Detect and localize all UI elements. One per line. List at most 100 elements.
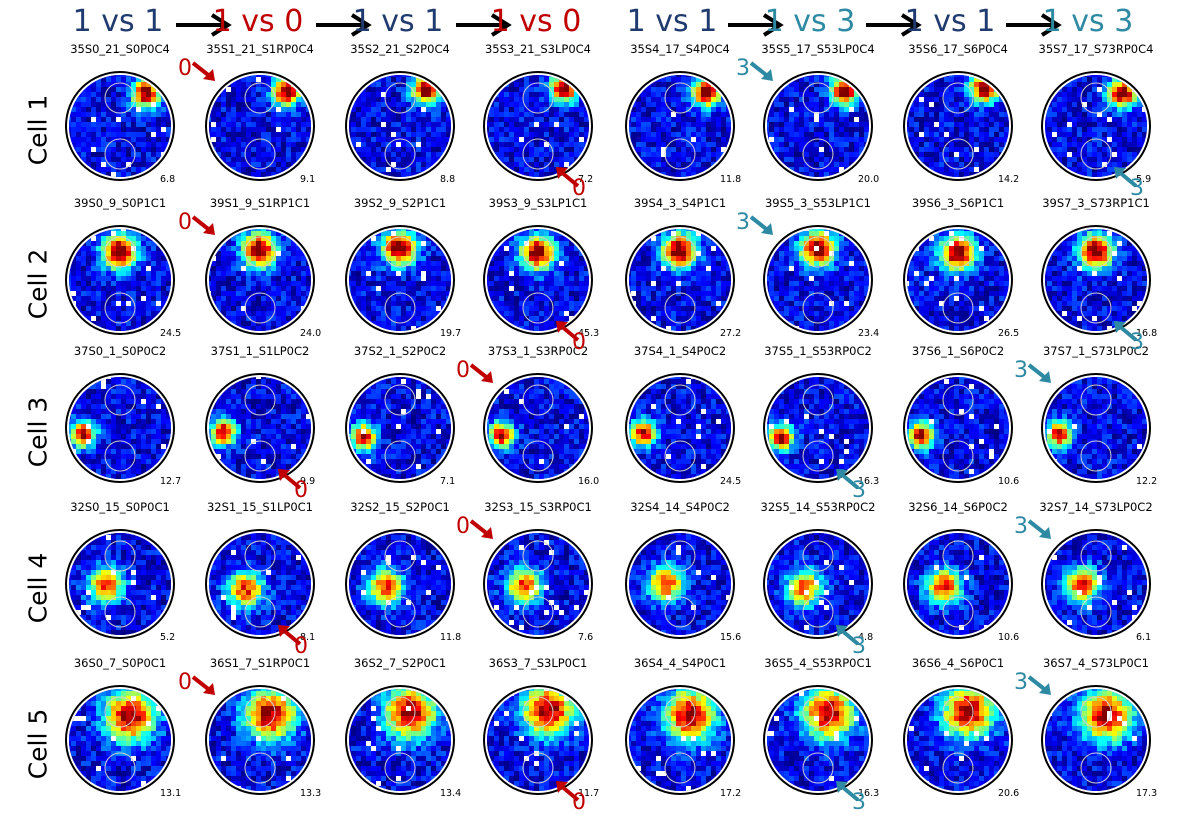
ratemap-title: 32S3_15_S3RP0C1 — [484, 500, 592, 514]
ratemap-heatmap — [903, 685, 1013, 795]
ratemap-heatmap — [65, 225, 175, 335]
condition-label: 1 vs 1 — [904, 4, 996, 39]
ratemap-panel: 32S3_15_S3RP0C1 7.6 — [463, 500, 613, 660]
peak-rate-value: 16.3 — [858, 476, 880, 487]
diagonal-arrow-icon — [556, 321, 580, 342]
ratemap-title: 39S5_3_S53LP1C1 — [764, 196, 871, 210]
marker-label: 3 — [852, 790, 866, 815]
ratemap-panel: 35S6_17_S6P0C4 14.2 — [883, 42, 1033, 202]
ratemap-panel: 37S4_1_S4P0C2 24.5 — [605, 344, 755, 504]
ratemap-heatmap — [625, 529, 735, 639]
ratemap-title: 35S7_17_S73RP0C4 — [1038, 42, 1154, 56]
condition-label: 1 vs 1 — [352, 4, 444, 39]
ratemap-heatmap — [625, 373, 735, 483]
ratemap-heatmap — [1041, 373, 1151, 483]
ratemap-panel: 32S1_15_S1LP0C1 8.1 — [185, 500, 335, 660]
ratemap-panel: 39S3_9_S3LP1C1 45.3 — [463, 196, 613, 356]
ratemap-panel: 39S1_9_S1RP1C1 24.0 — [185, 196, 335, 356]
ratemap-panel: 32S4_14_S4P0C2 15.6 — [605, 500, 755, 660]
ratemap-heatmap — [65, 529, 175, 639]
peak-rate-value: 6.1 — [1136, 632, 1152, 643]
ratemap-title: 35S5_17_S53LP0C4 — [761, 42, 875, 56]
ratemap-heatmap — [763, 225, 873, 335]
ratemap-panel: 35S4_17_S4P0C4 11.8 — [605, 42, 755, 202]
ratemap-heatmap — [205, 685, 315, 795]
marker-label: 0 — [178, 210, 192, 235]
ratemap-panel: 37S6_1_S6P0C2 10.6 — [883, 344, 1033, 504]
peak-rate-value: 15.6 — [720, 632, 742, 643]
ratemap-panel: 39S7_3_S73RP1C1 16.8 — [1021, 196, 1171, 356]
peak-rate-value: 9.9 — [300, 476, 316, 487]
marker-label: 3 — [852, 634, 866, 659]
ratemap-heatmap — [205, 529, 315, 639]
peak-rate-value: 11.7 — [578, 788, 600, 799]
ratemap-title: 39S4_3_S4P1C1 — [633, 196, 727, 210]
ratemap-title: 35S2_21_S2P0C4 — [350, 42, 450, 56]
ratemap-heatmap — [763, 373, 873, 483]
ratemap-heatmap — [345, 373, 455, 483]
ratemap-title: 32S5_14_S53RP0C2 — [760, 500, 876, 514]
diagonal-arrow-icon — [1027, 363, 1051, 383]
ratemap-heatmap — [903, 373, 1013, 483]
ratemap-panel: 35S5_17_S53LP0C4 20.0 — [743, 42, 893, 202]
ratemap-heatmap — [763, 529, 873, 639]
ratemap-title: 37S1_1_S1LP0C2 — [210, 344, 310, 358]
peak-rate-value: 20.6 — [998, 788, 1020, 799]
right-arrow-icon — [728, 13, 784, 37]
ratemap-panel: 39S0_9_S0P1C1 24.5 — [45, 196, 195, 356]
ratemap-title: 32S2_15_S2P0C1 — [350, 500, 450, 514]
ratemap-heatmap — [345, 529, 455, 639]
ratemap-panel: 39S5_3_S53LP1C1 23.4 — [743, 196, 893, 356]
right-arrow-icon — [176, 13, 232, 37]
ratemap-title: 37S6_1_S6P0C2 — [911, 344, 1005, 358]
marker-label: 0 — [294, 478, 308, 503]
peak-rate-value: 12.2 — [1136, 476, 1158, 487]
marker-label: 0 — [294, 634, 308, 659]
marker-label: 0 — [572, 176, 586, 201]
ratemap-panel: 37S3_1_S3RP0C2 16.0 — [463, 344, 613, 504]
ratemap-title: 39S6_3_S6P1C1 — [911, 196, 1005, 210]
condition-label: 1 vs 1 — [72, 4, 164, 39]
ratemap-title: 37S4_1_S4P0C2 — [633, 344, 727, 358]
peak-rate-value: 17.3 — [1136, 788, 1158, 799]
diagonal-arrow-icon — [1027, 519, 1051, 539]
ratemap-panel: 39S4_3_S4P1C1 27.2 — [605, 196, 755, 356]
diagonal-arrow-icon — [191, 215, 215, 235]
ratemap-title: 39S7_3_S73RP1C1 — [1042, 196, 1150, 210]
peak-rate-value: 45.3 — [578, 328, 600, 339]
peak-rate-value: 13.3 — [300, 788, 322, 799]
marker-label: 3 — [1014, 670, 1028, 695]
peak-rate-value: 16.0 — [578, 476, 600, 487]
diagonal-arrow-icon — [836, 781, 860, 802]
ratemap-title: 37S2_1_S2P0C2 — [353, 344, 447, 358]
ratemap-title: 32S7_14_S73LP0C2 — [1039, 500, 1153, 514]
marker-label: 3 — [1014, 358, 1028, 383]
ratemap-panel: 37S2_1_S2P0C2 7.1 — [325, 344, 475, 504]
ratemap-panel: 36S0_7_S0P0C1 13.1 — [45, 656, 195, 816]
peak-rate-value: 10.6 — [998, 476, 1020, 487]
ratemap-panel: 32S5_14_S53RP0C2 4.8 — [743, 500, 893, 660]
condition-label: 1 vs 3 — [1042, 4, 1134, 39]
ratemap-panel: 35S7_17_S73RP0C4 5.9 — [1021, 42, 1171, 202]
peak-rate-value: 17.2 — [720, 788, 742, 799]
ratemap-heatmap — [65, 373, 175, 483]
ratemap-title: 37S7_1_S73LP0C2 — [1042, 344, 1149, 358]
ratemap-panel: 32S7_14_S73LP0C2 6.1 — [1021, 500, 1171, 660]
right-arrow-icon — [1006, 13, 1062, 37]
peak-rate-value: 16.3 — [858, 788, 880, 799]
peak-rate-value: 12.7 — [160, 476, 182, 487]
peak-rate-value: 5.9 — [1136, 174, 1152, 185]
ratemap-title: 32S6_14_S6P0C2 — [908, 500, 1008, 514]
diagonal-arrow-icon — [1027, 675, 1051, 695]
marker-label: 0 — [456, 358, 470, 383]
ratemap-title: 32S0_15_S0P0C1 — [70, 500, 170, 514]
diagonal-arrow-icon — [1114, 167, 1138, 188]
ratemap-heatmap — [1041, 71, 1151, 181]
diagonal-arrow-icon — [556, 781, 580, 802]
ratemap-panel: 36S6_4_S6P0C1 20.6 — [883, 656, 1033, 816]
peak-rate-value: 7.2 — [578, 174, 594, 185]
ratemap-panel: 39S6_3_S6P1C1 26.5 — [883, 196, 1033, 356]
ratemap-heatmap — [483, 225, 593, 335]
peak-rate-value: 8.1 — [300, 632, 316, 643]
ratemap-panel: 32S0_15_S0P0C1 5.2 — [45, 500, 195, 660]
